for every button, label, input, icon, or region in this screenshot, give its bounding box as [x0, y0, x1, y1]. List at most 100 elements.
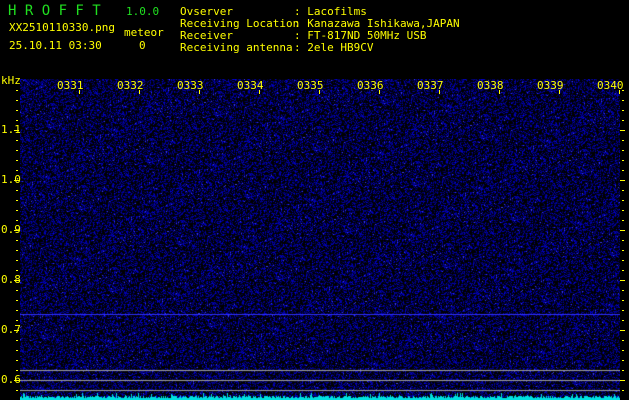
freq-minor-tick — [16, 320, 18, 321]
freq-minor-tick — [16, 370, 18, 371]
freq-minor-tick — [16, 190, 18, 191]
freq-minor-tick — [16, 90, 18, 91]
freq-minor-tick — [16, 390, 18, 391]
freq-label: 0.9 — [1, 223, 21, 236]
freq-major-tick — [14, 380, 19, 381]
freq-major-tick — [14, 280, 19, 281]
freq-minor-tick-right — [622, 220, 624, 221]
freq-major-tick — [14, 330, 19, 331]
freq-minor-tick-right — [622, 140, 624, 141]
time-tick — [619, 90, 620, 94]
time-tick — [259, 90, 260, 94]
freq-minor-tick — [16, 260, 18, 261]
freq-minor-tick-right — [622, 150, 624, 151]
freq-minor-tick-right — [622, 360, 624, 361]
info-value-receiver: : FT-817ND 50MHz USB — [294, 29, 427, 42]
freq-label: 1.1 — [1, 123, 21, 136]
time-tick — [79, 90, 80, 94]
freq-label: 0.7 — [1, 323, 21, 336]
time-label: 0334 — [237, 79, 264, 92]
freq-minor-tick-right — [622, 390, 624, 391]
time-label: 0337 — [417, 79, 444, 92]
freq-minor-tick-right — [622, 90, 624, 91]
freq-minor-tick — [16, 340, 18, 341]
time-tick — [139, 90, 140, 94]
freq-minor-tick — [16, 250, 18, 251]
freq-minor-tick — [16, 200, 18, 201]
info-value-antenna: : 2ele HB9CV — [294, 41, 374, 54]
freq-minor-tick — [16, 300, 18, 301]
freq-minor-tick-right — [622, 350, 624, 351]
freq-minor-tick — [16, 170, 18, 171]
freq-minor-tick — [16, 350, 18, 351]
freq-minor-tick-right — [622, 290, 624, 291]
meteor-count: 0 — [139, 39, 146, 52]
freq-minor-tick-right — [622, 110, 624, 111]
time-label: 0336 — [357, 79, 384, 92]
time-tick — [379, 90, 380, 94]
waterfall-spectrogram — [20, 79, 620, 400]
freq-minor-tick-right — [622, 320, 624, 321]
file-datetime: 25.10.11 03:30 — [9, 39, 102, 52]
info-value-observer: : Lacofilms — [294, 5, 367, 18]
freq-minor-tick — [16, 140, 18, 141]
freq-minor-tick — [16, 160, 18, 161]
freq-minor-tick-right — [622, 190, 624, 191]
file-name: XX2510110330.png — [9, 21, 115, 34]
freq-minor-tick — [16, 270, 18, 271]
freq-major-tick-right — [620, 230, 625, 231]
time-tick — [559, 90, 560, 94]
time-tick — [319, 90, 320, 94]
time-tick — [199, 90, 200, 94]
freq-minor-tick — [16, 220, 18, 221]
freq-minor-tick — [16, 360, 18, 361]
freq-minor-tick-right — [622, 250, 624, 251]
freq-major-tick — [14, 230, 19, 231]
freq-major-tick — [14, 130, 19, 131]
time-label: 0340 — [597, 79, 624, 92]
freq-major-tick — [14, 180, 19, 181]
freq-minor-tick-right — [622, 200, 624, 201]
freq-minor-tick — [16, 240, 18, 241]
app-version: 1.0.0 — [126, 5, 160, 18]
freq-minor-tick — [16, 310, 18, 311]
freq-minor-tick — [16, 210, 18, 211]
freq-minor-tick-right — [622, 310, 624, 311]
freq-minor-tick-right — [622, 120, 624, 121]
freq-minor-tick-right — [622, 240, 624, 241]
freq-major-tick-right — [620, 130, 625, 131]
freq-major-tick-right — [620, 330, 625, 331]
freq-minor-tick — [16, 150, 18, 151]
freq-major-tick-right — [620, 380, 625, 381]
freq-label: 0.6 — [1, 373, 21, 386]
freq-minor-tick-right — [622, 210, 624, 211]
freq-label: 0.8 — [1, 273, 21, 286]
info-label-receiver: Receiver — [180, 29, 233, 42]
freq-minor-tick-right — [622, 340, 624, 341]
freq-minor-tick-right — [622, 100, 624, 101]
time-tick — [499, 90, 500, 94]
time-label: 0332 — [117, 79, 144, 92]
time-label: 0333 — [177, 79, 204, 92]
freq-minor-tick-right — [622, 300, 624, 301]
time-label: 0339 — [537, 79, 564, 92]
unit-label: kHz — [1, 74, 21, 87]
freq-minor-tick — [16, 100, 18, 101]
freq-minor-tick — [16, 290, 18, 291]
info-value-location: : Kanazawa Ishikawa,JAPAN — [294, 17, 460, 30]
info-label-location: Receiving Location — [180, 17, 300, 30]
freq-minor-tick-right — [622, 160, 624, 161]
time-label: 0331 — [57, 79, 84, 92]
time-label: 0335 — [297, 79, 324, 92]
freq-minor-tick-right — [622, 270, 624, 271]
freq-label: 1.0 — [1, 173, 21, 186]
freq-major-tick-right — [620, 280, 625, 281]
freq-minor-tick-right — [622, 260, 624, 261]
freq-major-tick-right — [620, 180, 625, 181]
time-tick — [439, 90, 440, 94]
freq-minor-tick — [16, 120, 18, 121]
info-label-observer: Ovserver — [180, 5, 233, 18]
meteor-label: meteor — [124, 26, 164, 39]
info-label-antenna: Receiving antenna — [180, 41, 293, 54]
freq-minor-tick — [16, 110, 18, 111]
